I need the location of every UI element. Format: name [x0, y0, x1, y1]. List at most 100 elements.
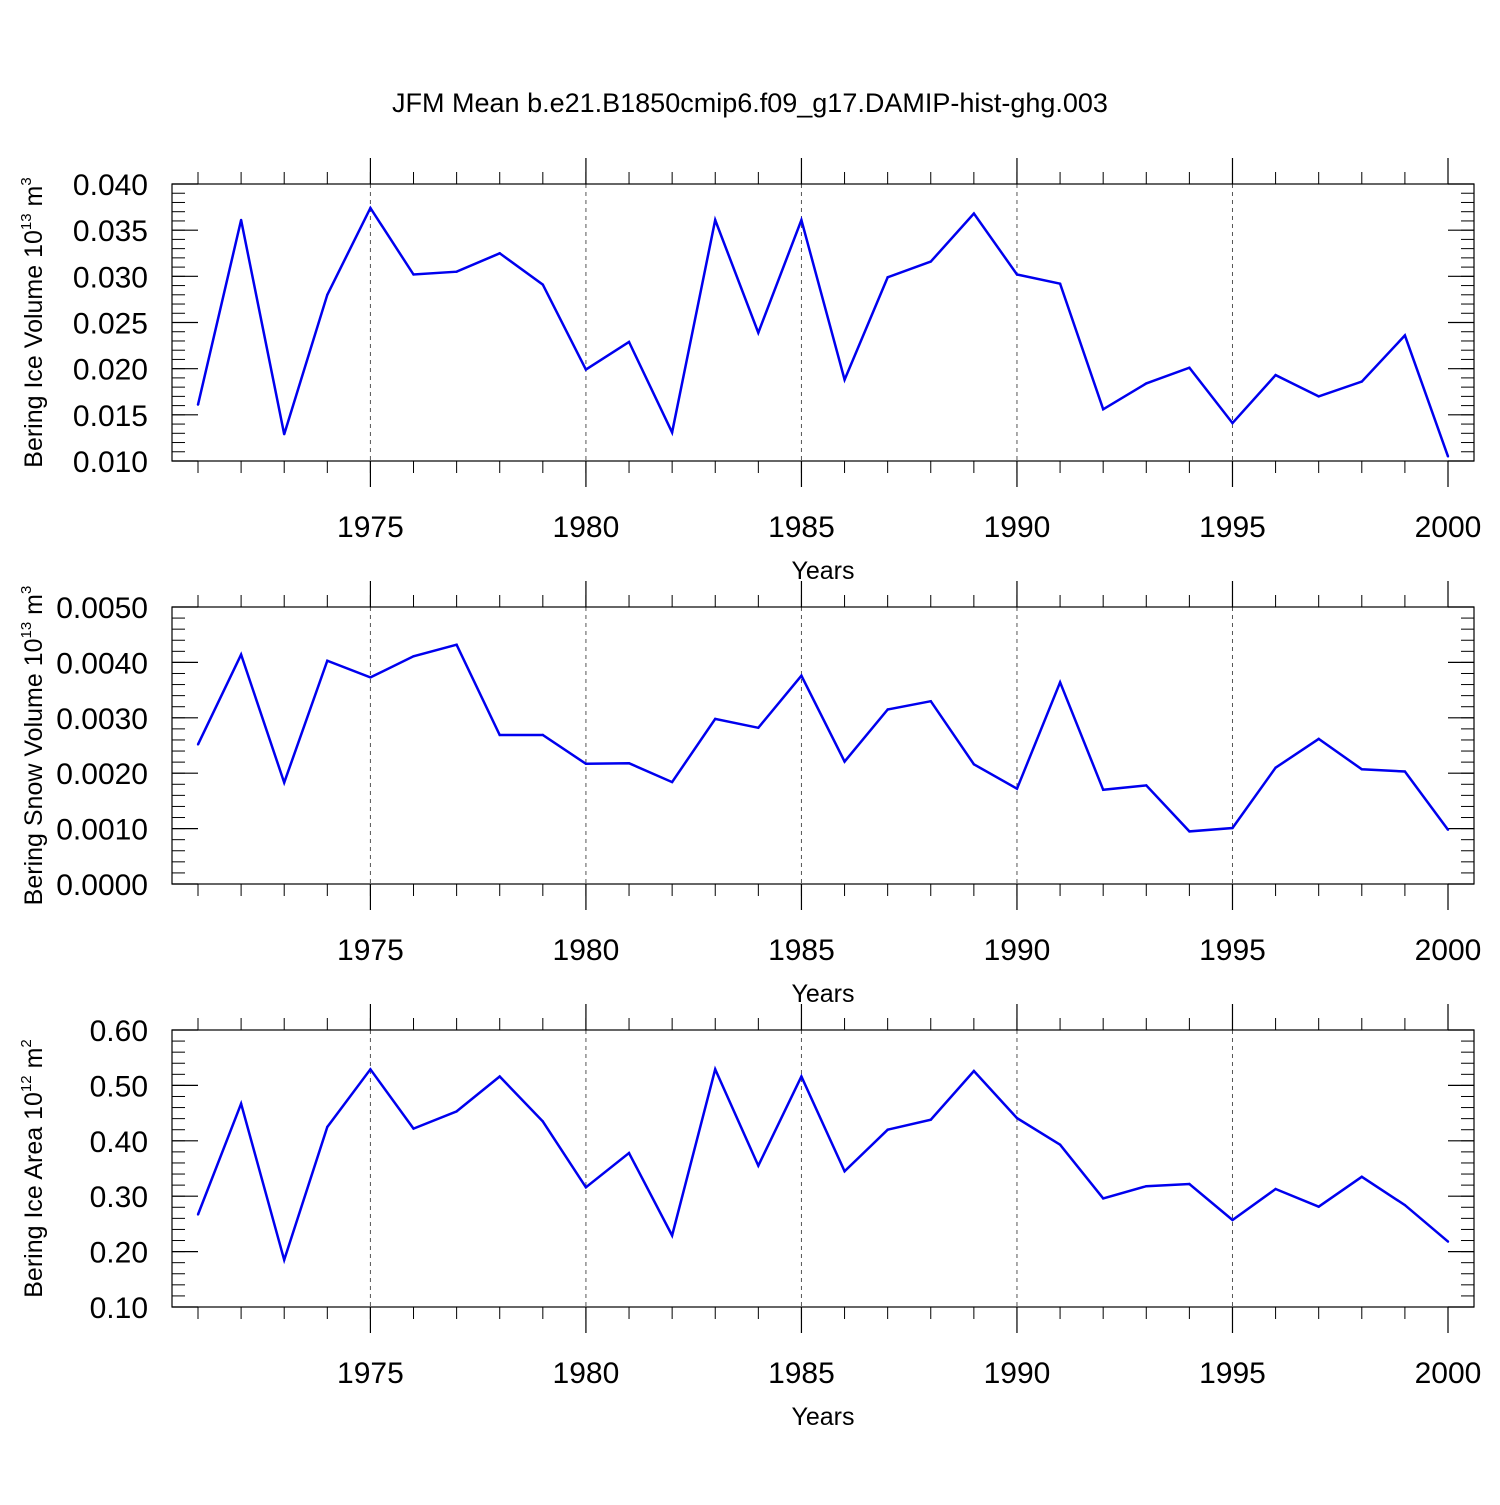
data-point: [929, 1118, 932, 1121]
data-point: [1274, 1187, 1277, 1191]
y-tick-label: 0.025: [73, 308, 148, 341]
data-point: [757, 1164, 760, 1167]
data-point: [886, 276, 889, 279]
x-tick-label: 1985: [768, 934, 835, 967]
data-point: [369, 206, 372, 210]
data-point: [670, 431, 674, 434]
data-point: [584, 762, 588, 765]
data-point: [498, 1075, 501, 1078]
data-point: [584, 368, 588, 371]
x-tick-label: 1980: [553, 934, 620, 967]
data-point: [1145, 1185, 1148, 1188]
y-tick-label: 0.20: [90, 1237, 148, 1270]
data-point: [1274, 373, 1277, 377]
data-point: [886, 708, 889, 711]
data-point: [239, 653, 243, 656]
panel-2: 0.0000 0.0010 0.0020 0.0030 0.0040 0.0050 1975…: [18, 581, 1481, 1008]
data-point: [1145, 784, 1148, 787]
data-point: [584, 1186, 588, 1189]
data-point: [1101, 788, 1105, 792]
data-point: [800, 674, 803, 677]
figure-title: JFM Mean b.e21.B1850cmip6.f09_g17.DAMIP-…: [392, 88, 1108, 118]
data-point: [541, 283, 545, 286]
y-tick-label: 0.030: [73, 261, 148, 294]
y-axis-title: Bering Ice Volume 1013 m3: [18, 177, 48, 467]
x-axis-title: Years: [791, 1403, 854, 1431]
series-line: [196, 205, 1450, 457]
data-point: [627, 1151, 631, 1155]
data-point: [1274, 766, 1277, 769]
x-tick-label: 1995: [1199, 934, 1266, 967]
x-tick-label: 1975: [337, 511, 404, 544]
data-point: [412, 1127, 415, 1130]
data-point: [929, 699, 932, 703]
y-tick-label: 0.30: [90, 1181, 148, 1214]
data-point: [326, 293, 329, 296]
data-point: [283, 433, 286, 436]
data-point: [455, 270, 458, 273]
data-point: [800, 218, 803, 222]
data-point: [541, 1120, 545, 1123]
y-tick-label: 0.0000: [56, 869, 148, 902]
panel-3: 0.10 0.20 0.30 0.40 0.50 0.60 1975 1980 1985 1990…: [18, 1004, 1481, 1431]
data-point: [1317, 1205, 1320, 1208]
data-point: [843, 1170, 846, 1173]
x-tick-label: 1995: [1199, 511, 1266, 544]
x-tick-label: 2000: [1415, 934, 1482, 967]
data-point: [196, 403, 200, 406]
x-axis-title: Years: [791, 980, 854, 1008]
data-point: [843, 378, 846, 381]
x-tick-label: 1990: [984, 934, 1051, 967]
y-tick-label: 0.40: [90, 1126, 148, 1159]
data-point: [283, 1258, 286, 1262]
x-tick-label: 1975: [337, 1357, 404, 1390]
data-point: [1403, 334, 1407, 337]
x-tick-label: 2000: [1415, 511, 1482, 544]
data-point: [541, 733, 545, 737]
data-point: [1015, 1116, 1019, 1120]
data-point: [972, 1069, 976, 1073]
data-point: [627, 340, 631, 344]
data-point: [326, 659, 329, 662]
data-point: [929, 260, 932, 263]
data-point: [1317, 395, 1320, 398]
data-point: [1058, 681, 1062, 684]
data-point: [1403, 1203, 1407, 1207]
data-point: [1446, 1240, 1450, 1243]
data-point: [1446, 828, 1450, 831]
data-point: [1360, 380, 1363, 383]
y-tick-label: 0.50: [90, 1070, 148, 1103]
data-point: [1231, 1218, 1234, 1222]
data-point: [757, 726, 760, 729]
x-axis-title: Years: [791, 557, 854, 585]
plot-frame: [171, 606, 1475, 885]
y-tick-label: 0.035: [73, 215, 148, 248]
data-point: [1403, 770, 1407, 773]
data-point: [972, 212, 976, 215]
data-point: [972, 763, 976, 766]
y-axis-title: Bering Snow Volume 1013 m3: [18, 586, 48, 906]
y-tick-label: 0.040: [73, 169, 148, 202]
data-point: [498, 733, 501, 737]
data-point: [800, 1075, 803, 1078]
y-tick-label: 0.0020: [56, 758, 148, 791]
data-point: [714, 218, 717, 222]
data-point: [757, 331, 760, 334]
data-point: [627, 762, 631, 765]
data-point: [412, 655, 415, 658]
data-point: [1101, 408, 1105, 411]
data-point: [1188, 830, 1191, 833]
data-point: [498, 252, 501, 255]
x-tick-label: 1995: [1199, 1357, 1266, 1390]
y-axis-title: Bering Ice Area 1012 m2: [18, 1039, 48, 1298]
x-tick-label: 1980: [553, 511, 620, 544]
x-tick-label: 1985: [768, 511, 835, 544]
y-tick-label: 0.020: [73, 354, 148, 387]
data-point: [239, 1102, 243, 1105]
data-point: [670, 1234, 674, 1237]
x-tick-label: 1990: [984, 1357, 1051, 1390]
y-tick-label: 0.0050: [56, 592, 148, 625]
series-line: [196, 1065, 1449, 1265]
x-tick-label: 1975: [337, 934, 404, 967]
